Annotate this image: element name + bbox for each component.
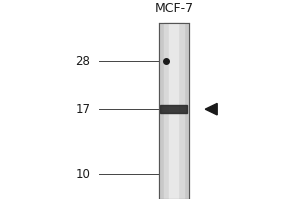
- Bar: [164, 23, 184, 199]
- Polygon shape: [205, 103, 217, 115]
- Bar: [159, 23, 189, 199]
- Text: 28: 28: [75, 55, 90, 68]
- Text: MCF-7: MCF-7: [154, 2, 194, 15]
- Text: 17: 17: [75, 103, 90, 116]
- Bar: [169, 23, 178, 199]
- Text: 10: 10: [75, 168, 90, 181]
- Bar: [160, 105, 187, 113]
